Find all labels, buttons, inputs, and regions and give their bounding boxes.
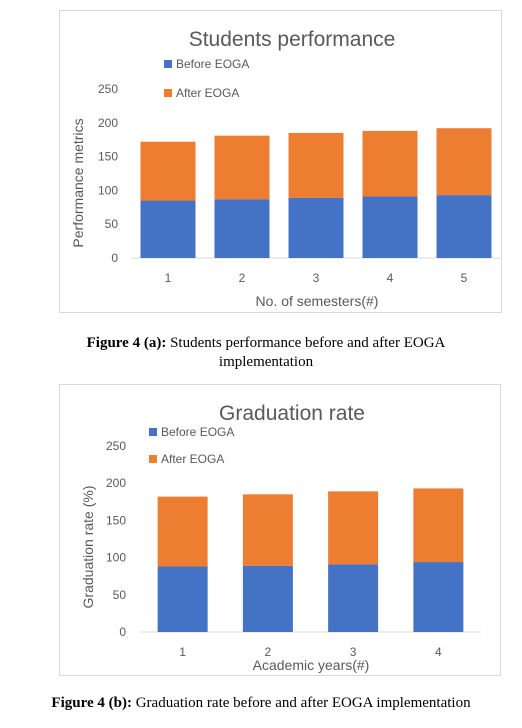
chart-b-ytick-label: 100 <box>106 551 126 565</box>
figure-caption-a-label: Figure 4 (a): <box>86 335 167 351</box>
chart-b-svg: Graduation rate Before EOGA After EOGA G… <box>80 402 481 673</box>
chart-b-ylabel: Graduation rate (%) <box>80 486 96 609</box>
figure-caption-b: Figure 4 (b): Graduation rate before and… <box>0 694 522 713</box>
chart-a-bar-before <box>436 195 492 258</box>
chart-b-ytick-label: 150 <box>106 513 126 527</box>
chart-a-legend-swatch-before <box>164 60 172 68</box>
chart-a-ytick-label: 100 <box>98 183 118 197</box>
chart-a-ytick-label: 200 <box>98 116 118 130</box>
chart-a-bar-after <box>140 141 196 201</box>
chart-b-ytick-label: 250 <box>106 439 126 453</box>
chart-b-title: Graduation rate <box>219 402 365 425</box>
chart-a-bar-before <box>362 196 418 258</box>
chart-a-bar-before <box>288 197 344 258</box>
chart-panel-b: Graduation rate Before EOGA After EOGA G… <box>59 384 501 676</box>
chart-a-bar-after <box>362 130 418 197</box>
chart-a-bars <box>140 128 492 258</box>
chart-b-legend-swatch-before <box>149 428 157 436</box>
chart-a-ytick-label: 150 <box>98 150 118 164</box>
figure-caption-b-label: Figure 4 (b): <box>51 695 132 711</box>
chart-a-xtick-label: 1 <box>165 271 172 285</box>
chart-a-bar-after <box>288 132 344 198</box>
chart-b-ytick-label: 0 <box>119 625 126 639</box>
chart-b-bar-after <box>157 496 208 567</box>
chart-b-bar-before <box>242 565 293 632</box>
chart-a-ylabel: Performance metrics <box>70 118 86 247</box>
chart-a-title: Students performance <box>189 28 396 51</box>
chart-b-xtick-label: 2 <box>265 645 272 659</box>
chart-a-svg: Students performance Before EOGA After E… <box>70 28 501 309</box>
chart-a-bar-before <box>214 199 270 258</box>
chart-b-xlabel: Academic years(#) <box>253 657 370 673</box>
chart-a-bar-before <box>140 200 196 258</box>
chart-a-ytick-label: 250 <box>98 82 118 96</box>
chart-a-bar-after <box>214 135 270 200</box>
figure-caption-a-text: Students performance before and after EO… <box>166 335 446 370</box>
chart-a-legend-label-after: After EOGA <box>176 86 239 100</box>
chart-b-xtick-label: 4 <box>435 645 442 659</box>
chart-b-legend-swatch-after <box>149 455 157 463</box>
chart-a-bar-after <box>436 128 492 196</box>
chart-a-ytick-label: 0 <box>111 251 118 265</box>
chart-a-legend-swatch-after <box>164 89 172 97</box>
figure-caption-a: Figure 4 (a): Students performance befor… <box>40 334 492 372</box>
chart-a-xtick-label: 4 <box>387 271 394 285</box>
chart-b-bar-before <box>157 566 208 632</box>
chart-a-xtick-label: 3 <box>313 271 320 285</box>
chart-b-bar-after <box>413 488 464 563</box>
figure-caption-b-text: Graduation rate before and after EOGA im… <box>131 695 471 711</box>
chart-a-legend-label-before: Before EOGA <box>176 57 249 71</box>
chart-b-xtick-label: 3 <box>350 645 357 659</box>
chart-b-legend-label-before: Before EOGA <box>161 425 234 439</box>
chart-b-ytick-label: 50 <box>113 588 127 602</box>
chart-a-xtick-label: 5 <box>461 271 468 285</box>
chart-a-xtick-label: 2 <box>239 271 246 285</box>
chart-b-xtick-label: 1 <box>179 645 186 659</box>
chart-a-ytick-label: 50 <box>105 217 119 231</box>
chart-b-bar-after <box>242 494 293 566</box>
chart-panel-a: Students performance Before EOGA After E… <box>59 10 502 313</box>
chart-b-bars <box>157 488 464 632</box>
chart-b-bar-before <box>413 562 464 632</box>
chart-a-xlabel: No. of semesters(#) <box>256 293 379 309</box>
chart-b-bar-before <box>328 564 379 632</box>
chart-b-legend-label-after: After EOGA <box>161 452 224 466</box>
chart-b-bar-after <box>328 491 379 565</box>
chart-b-ytick-label: 200 <box>106 476 126 490</box>
